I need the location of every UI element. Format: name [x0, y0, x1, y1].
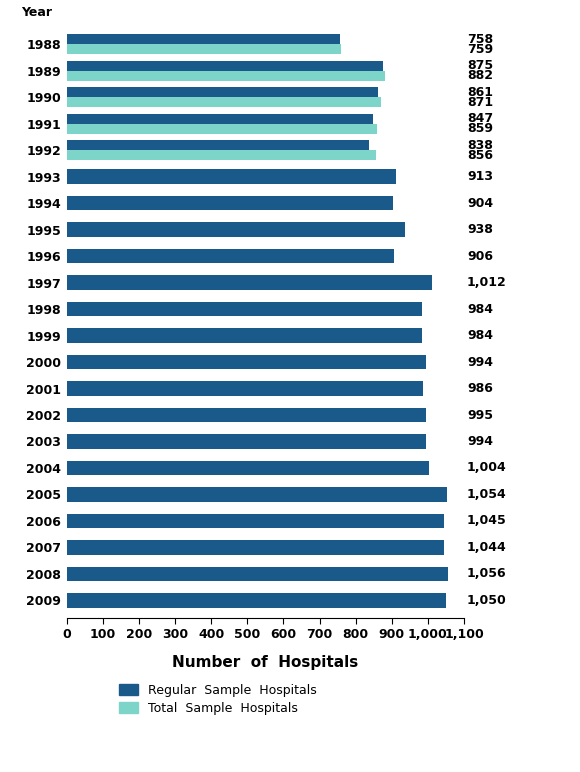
Text: 984: 984 — [467, 303, 493, 316]
Bar — [67, 513, 444, 528]
Bar — [67, 124, 377, 134]
Bar — [67, 434, 426, 449]
Text: 882: 882 — [467, 69, 493, 83]
Text: 1,050: 1,050 — [467, 594, 507, 607]
Text: 1,044: 1,044 — [467, 541, 507, 554]
X-axis label: Number  of  Hospitals: Number of Hospitals — [172, 655, 358, 670]
Bar — [67, 169, 397, 184]
Text: 1,056: 1,056 — [467, 567, 506, 581]
Bar — [67, 593, 446, 608]
Bar — [67, 71, 385, 81]
Bar — [67, 249, 394, 263]
Bar — [67, 151, 376, 161]
Text: 859: 859 — [467, 122, 493, 135]
Text: 1,054: 1,054 — [467, 488, 507, 501]
Bar — [67, 196, 393, 211]
Bar — [67, 222, 405, 237]
Text: 904: 904 — [467, 197, 493, 210]
Bar — [67, 61, 383, 71]
Text: 759: 759 — [467, 42, 493, 56]
Text: 871: 871 — [467, 96, 493, 109]
Text: 861: 861 — [467, 86, 493, 99]
Bar — [67, 34, 340, 44]
Text: 847: 847 — [467, 112, 493, 125]
Text: 875: 875 — [467, 59, 493, 73]
Text: 984: 984 — [467, 329, 493, 342]
Bar — [67, 113, 372, 124]
Bar — [67, 140, 369, 151]
Bar — [67, 87, 378, 97]
Text: 838: 838 — [467, 139, 493, 151]
Text: 986: 986 — [467, 382, 493, 395]
Bar — [67, 408, 426, 422]
Text: 1,045: 1,045 — [467, 514, 507, 527]
Bar — [67, 97, 381, 107]
Bar — [67, 355, 426, 369]
Text: 1,012: 1,012 — [467, 276, 507, 289]
Text: 1,004: 1,004 — [467, 462, 507, 475]
Bar — [67, 381, 423, 396]
Text: 906: 906 — [467, 249, 493, 262]
Text: 994: 994 — [467, 435, 493, 448]
Text: 856: 856 — [467, 149, 493, 161]
Bar — [67, 276, 432, 290]
Text: 938: 938 — [467, 223, 493, 236]
Bar — [67, 44, 341, 54]
Bar — [67, 461, 429, 476]
Bar — [67, 328, 422, 343]
Bar — [67, 540, 444, 555]
Text: Year: Year — [21, 6, 52, 19]
Bar — [67, 567, 448, 581]
Text: 913: 913 — [467, 170, 493, 183]
Text: 994: 994 — [467, 356, 493, 368]
Text: 995: 995 — [467, 408, 493, 422]
Bar — [67, 487, 447, 502]
Legend: Regular  Sample  Hospitals, Total  Sample  Hospitals: Regular Sample Hospitals, Total Sample H… — [119, 684, 317, 715]
Text: 758: 758 — [467, 32, 493, 46]
Bar — [67, 302, 422, 317]
